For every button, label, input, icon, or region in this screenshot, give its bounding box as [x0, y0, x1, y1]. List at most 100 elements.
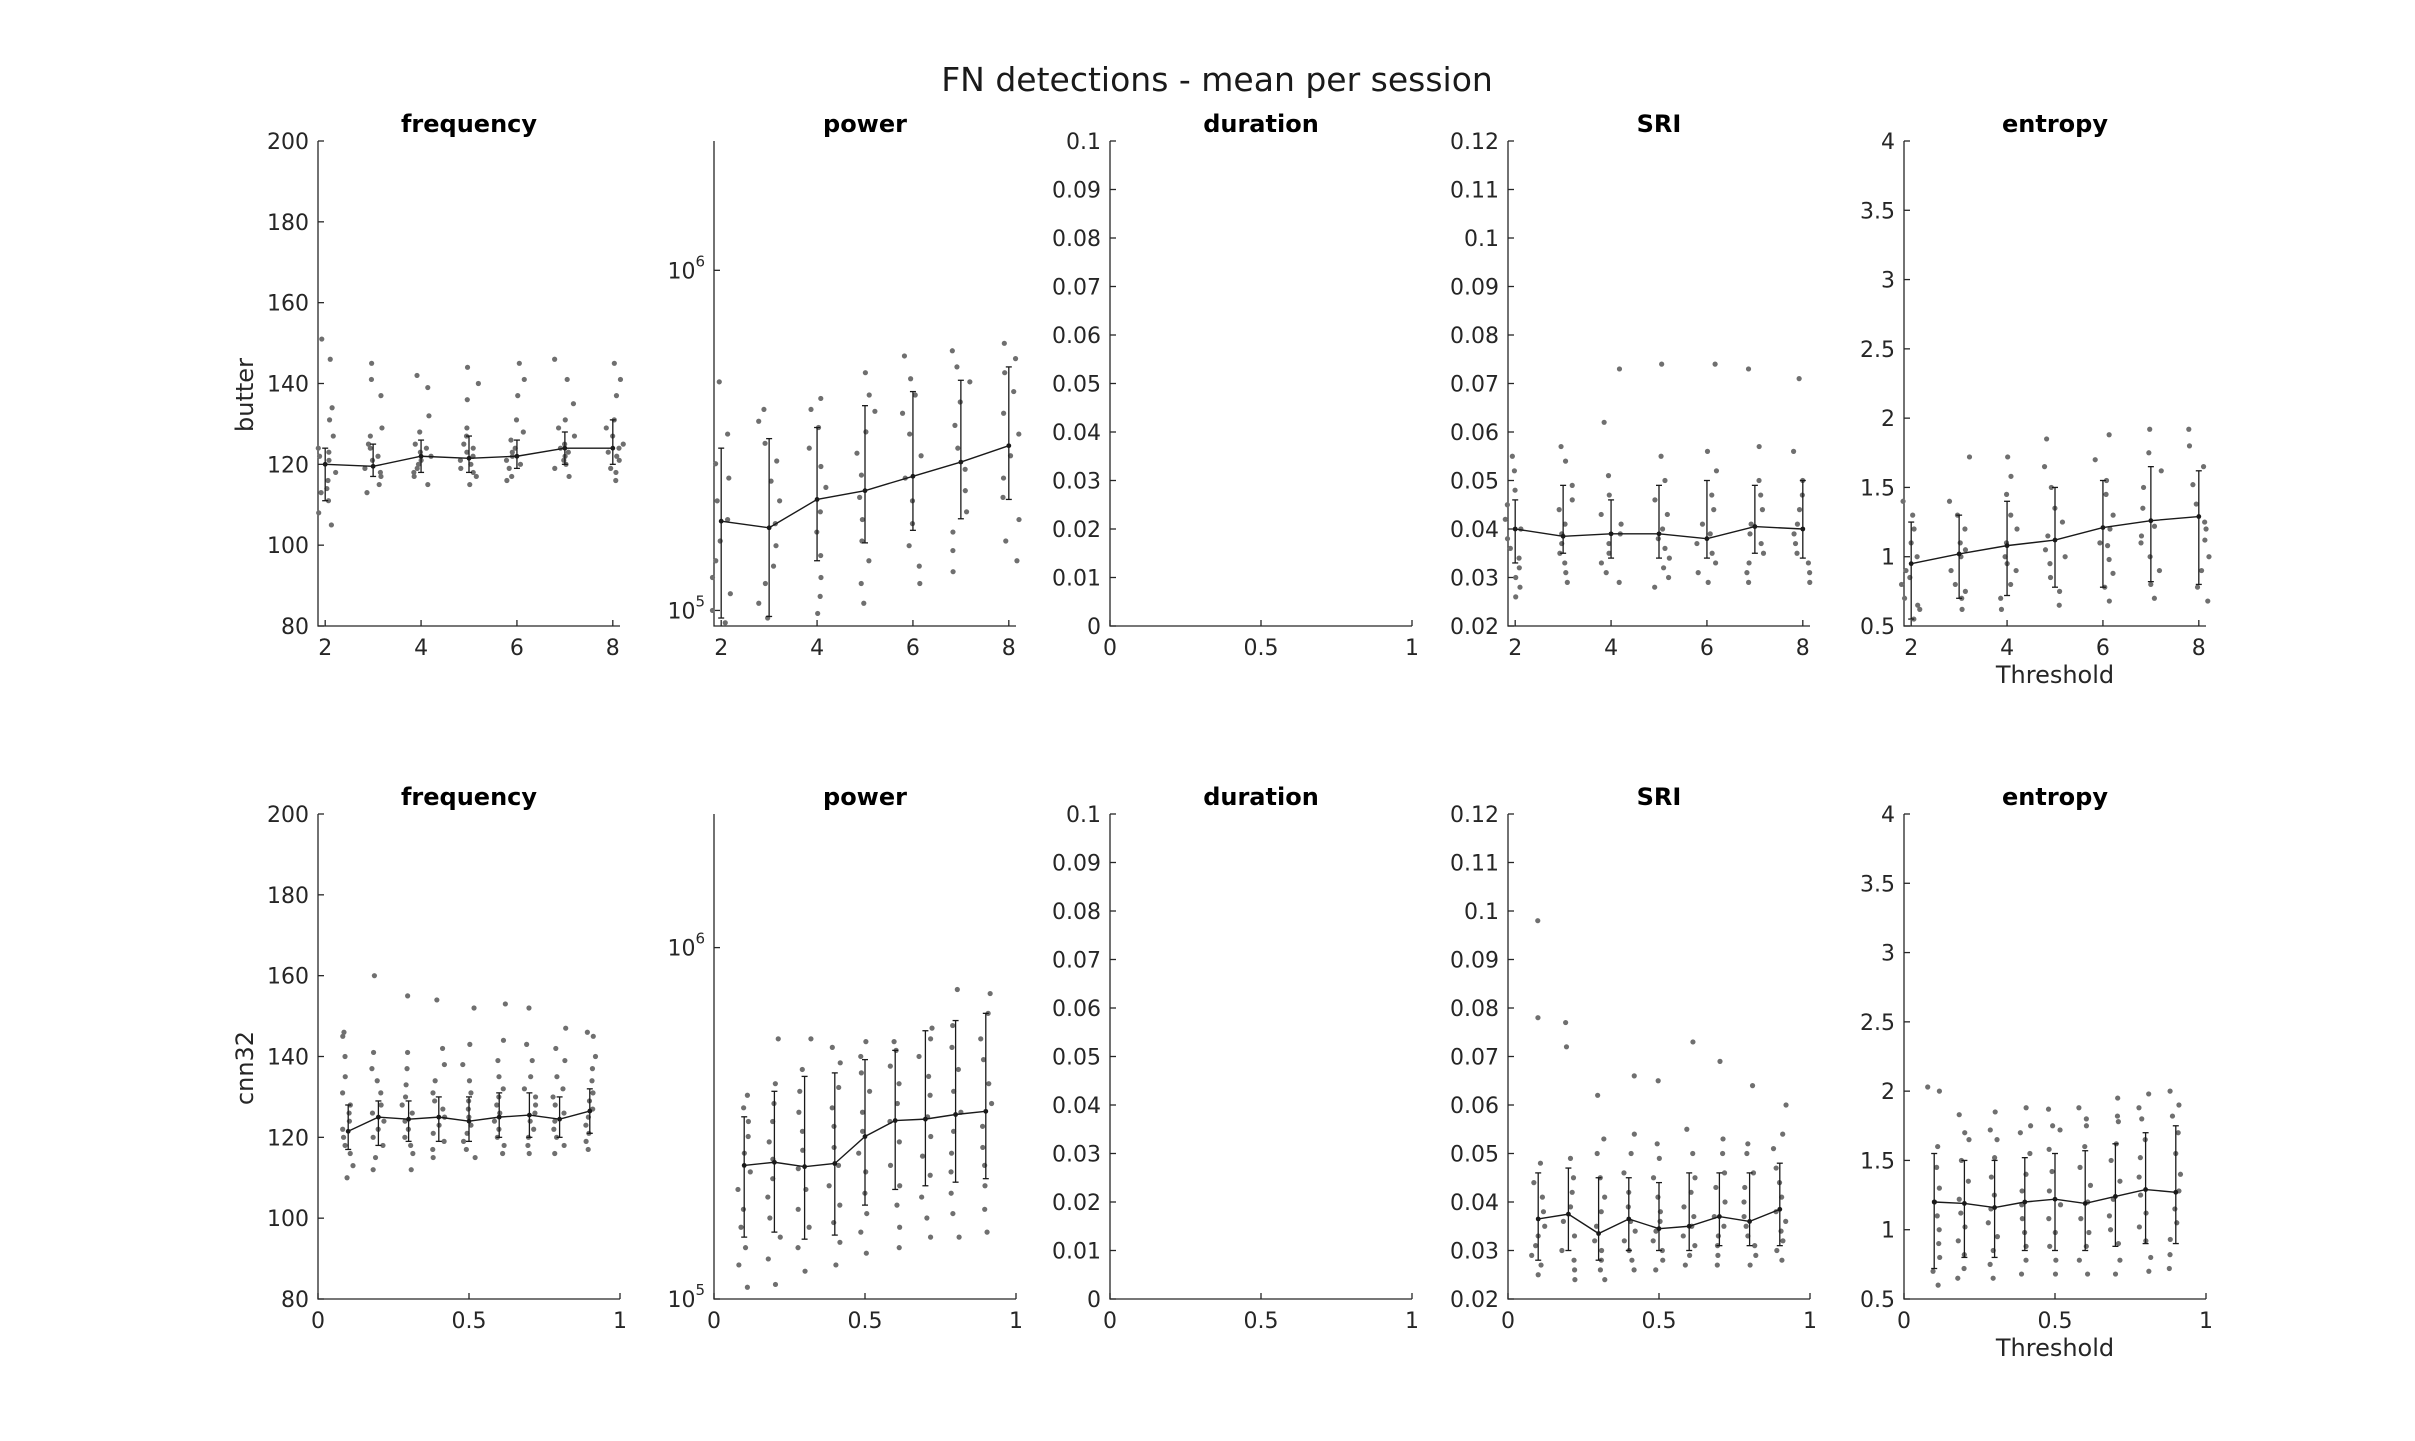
session-point: [1741, 1199, 1747, 1205]
session-point: [716, 379, 722, 385]
session-point: [979, 1123, 986, 1129]
session-point: [342, 1142, 348, 1149]
session-point: [1742, 1184, 1748, 1191]
session-point: [1720, 1136, 1726, 1142]
session-point: [1664, 511, 1670, 518]
session-point: [797, 1088, 803, 1094]
session-point: [777, 498, 783, 504]
mean-point: [2052, 537, 2058, 543]
mean-point: [557, 1116, 562, 1122]
session-point: [500, 1086, 506, 1092]
x-tick-label: 4: [2000, 636, 2014, 661]
x-tick-label: 0.5: [2038, 1309, 2073, 1334]
session-point: [368, 376, 375, 383]
session-point: [2172, 1206, 2178, 1212]
session-point: [907, 431, 913, 437]
session-point: [859, 516, 865, 523]
axis-lines: [713, 814, 1016, 1300]
session-point: [2107, 1227, 2114, 1233]
mean-point: [1656, 531, 1662, 537]
x-tick-label: 1: [1803, 1309, 1817, 1334]
session-point: [520, 429, 526, 435]
session-point: [1744, 1150, 1750, 1157]
session-point: [494, 1102, 500, 1108]
session-point: [2136, 1174, 2142, 1180]
session-point: [425, 384, 431, 391]
session-point: [1998, 595, 2004, 601]
session-point: [326, 457, 332, 463]
session-point: [901, 353, 908, 359]
y-tick-label: 0.11: [1450, 852, 1499, 877]
y-tick-label: 0.5: [1860, 1288, 1895, 1313]
session-point: [714, 498, 720, 504]
session-point: [775, 1036, 781, 1042]
session-point: [325, 498, 332, 504]
session-point: [899, 410, 906, 416]
session-point: [1011, 388, 1017, 395]
session-point: [948, 1190, 954, 1196]
session-point: [815, 610, 821, 617]
x-tick-label: 1: [613, 1309, 627, 1334]
session-point: [1720, 1150, 1726, 1157]
session-point: [509, 473, 515, 480]
y-tick-label: 1.5: [1860, 1149, 1895, 1174]
session-point: [2186, 443, 2193, 449]
session-point: [2146, 1268, 2152, 1274]
session-point: [2176, 1102, 2182, 1108]
session-point: [916, 1053, 922, 1060]
session-point: [833, 1262, 839, 1268]
session-point: [950, 547, 956, 554]
session-point: [2002, 554, 2008, 560]
x-tick-label: 6: [906, 636, 920, 661]
session-point: [2042, 547, 2049, 553]
session-point: [344, 1175, 350, 1181]
session-point: [1616, 579, 1622, 585]
session-point: [1662, 477, 1668, 484]
session-point: [2106, 1213, 2113, 1219]
session-point: [1592, 1238, 1598, 1244]
x-tick-label: 0.5: [1244, 1309, 1279, 1334]
y-tick-label: 160: [267, 965, 309, 990]
session-point: [2046, 1146, 2052, 1152]
session-point: [2138, 533, 2145, 539]
session-point: [1542, 1223, 1548, 1229]
session-point: [1990, 1275, 1996, 1281]
session-point: [1654, 1141, 1660, 1147]
session-point: [330, 433, 336, 439]
y-tick-label: 3: [1881, 942, 1895, 967]
session-point: [2117, 1257, 2123, 1263]
session-point: [319, 336, 325, 342]
x-tick-label: 0.5: [1642, 1309, 1677, 1334]
session-point: [1773, 1165, 1779, 1171]
session-point: [405, 993, 411, 999]
session-point: [2151, 523, 2158, 529]
y-tick-label: 0.07: [1052, 949, 1101, 974]
session-point: [917, 580, 923, 587]
session-point: [2083, 1123, 2090, 1129]
session-point: [318, 490, 324, 496]
y-tick-label: 180: [267, 211, 309, 236]
session-point: [430, 1154, 436, 1161]
session-point: [410, 1150, 416, 1157]
y-tick-label: 0.09: [1450, 949, 1499, 974]
session-point: [1504, 502, 1510, 508]
session-point: [1572, 1277, 1578, 1283]
session-point: [524, 1041, 530, 1047]
session-point: [2103, 491, 2109, 497]
session-point: [608, 465, 614, 471]
session-point: [473, 473, 479, 480]
y-tick-label: 0.07: [1450, 1046, 1499, 1071]
session-point: [982, 1206, 988, 1212]
session-point: [1598, 1209, 1604, 1215]
session-point: [439, 1045, 446, 1052]
session-point: [1961, 1265, 1967, 1272]
session-point: [1665, 574, 1672, 581]
session-point: [1687, 1252, 1693, 1258]
session-point: [808, 406, 814, 413]
y-tick-label: 0.08: [1052, 900, 1101, 925]
session-point: [614, 453, 620, 459]
session-point: [2053, 1257, 2059, 1263]
session-point: [831, 1144, 837, 1151]
session-point: [1000, 475, 1007, 481]
